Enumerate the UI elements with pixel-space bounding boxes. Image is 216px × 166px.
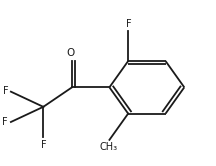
Text: O: O [67,48,75,58]
Text: F: F [3,86,9,96]
Text: F: F [41,140,46,150]
Text: F: F [2,117,8,127]
Text: F: F [126,19,132,29]
Text: CH₃: CH₃ [99,142,118,152]
